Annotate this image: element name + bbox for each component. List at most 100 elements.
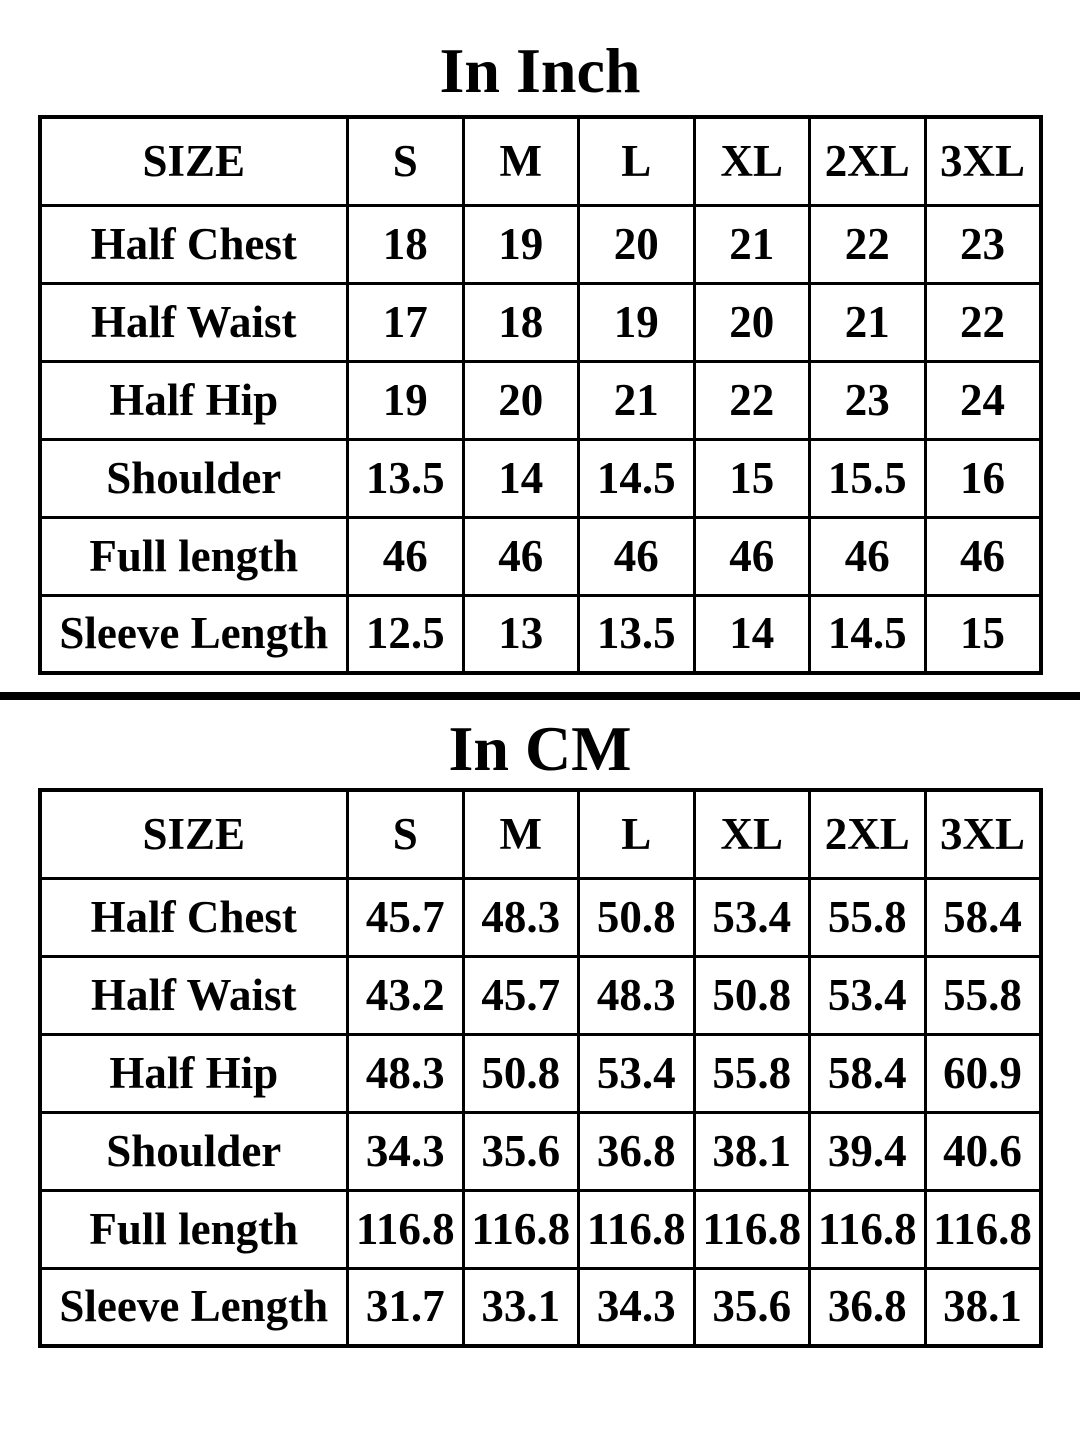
section-divider xyxy=(0,692,1080,700)
size-column-header-cell: M xyxy=(461,115,580,207)
measurement-value-cell: 116.8 xyxy=(808,1188,927,1270)
measurement-row: Half Waist 43.2 45.7 48.3 50.8 53.4 55.8 xyxy=(38,954,1042,1036)
measurement-value-cell: 38.1 xyxy=(692,1110,811,1192)
measurement-label-cell: Half Hip xyxy=(38,359,349,441)
measurement-label-cell: Half Hip xyxy=(38,1032,349,1114)
size-column-header-cell: XL xyxy=(692,115,811,207)
size-column-header-cell: S xyxy=(346,115,465,207)
measurement-label-cell: Sleeve Length xyxy=(38,1266,349,1348)
size-column-header-cell: XL xyxy=(692,788,811,880)
measurement-value-cell: 46 xyxy=(808,515,927,597)
measurement-row: Sleeve Length 31.7 33.1 34.3 35.6 36.8 38.1 xyxy=(38,1266,1042,1348)
measurement-value-cell: 31.7 xyxy=(346,1266,465,1348)
size-column-header-cell: 3XL xyxy=(923,115,1042,207)
measurement-row: Sleeve Length 12.5 13 13.5 14 14.5 15 xyxy=(38,593,1042,675)
measurement-value-cell: 116.8 xyxy=(577,1188,696,1270)
measurement-value-cell: 15.5 xyxy=(808,437,927,519)
measurement-value-cell: 34.3 xyxy=(577,1266,696,1348)
measurement-row: Half Chest 18 19 20 21 22 23 xyxy=(38,203,1042,285)
measurement-value-cell: 19 xyxy=(346,359,465,441)
measurement-value-cell: 53.4 xyxy=(577,1032,696,1114)
size-column-header-cell: S xyxy=(346,788,465,880)
measurement-value-cell: 35.6 xyxy=(692,1266,811,1348)
inch-size-table: SIZE S M L XL 2XL 3XL Half Chest 18 19 20 21 22 23 Hal… xyxy=(37,115,1043,675)
measurement-row: Full length 116.8 116.8 116.8 116.8 116.8 116.… xyxy=(38,1188,1042,1270)
measurement-label-cell: Half Chest xyxy=(38,876,349,958)
measurement-value-cell: 46 xyxy=(923,515,1042,597)
measurement-value-cell: 50.8 xyxy=(577,876,696,958)
size-column-header-cell: L xyxy=(577,115,696,207)
measurement-value-cell: 35.6 xyxy=(461,1110,580,1192)
measurement-row: Half Hip 19 20 21 22 23 24 xyxy=(38,359,1042,441)
measurement-value-cell: 48.3 xyxy=(346,1032,465,1114)
measurement-value-cell: 24 xyxy=(923,359,1042,441)
measurement-label-cell: Full length xyxy=(38,515,349,597)
measurement-value-cell: 21 xyxy=(692,203,811,285)
measurement-label-cell: Half Waist xyxy=(38,281,349,363)
measurement-value-cell: 55.8 xyxy=(923,954,1042,1036)
measurement-value-cell: 53.4 xyxy=(808,954,927,1036)
measurement-value-cell: 50.8 xyxy=(692,954,811,1036)
cm-size-table: SIZE S M L XL 2XL 3XL Half Chest 45.7 48.3 50.8 53.… xyxy=(37,788,1043,1348)
measurement-label-cell: Half Waist xyxy=(38,954,349,1036)
measurement-value-cell: 58.4 xyxy=(808,1032,927,1114)
measurement-value-cell: 13.5 xyxy=(346,437,465,519)
measurement-value-cell: 12.5 xyxy=(346,593,465,675)
inch-section-title: In Inch xyxy=(439,35,641,106)
header-row: SIZE S M L XL 2XL 3XL xyxy=(38,788,1042,880)
measurement-value-cell: 46 xyxy=(692,515,811,597)
measurement-label-cell: Full length xyxy=(38,1188,349,1270)
measurement-label-cell: Shoulder xyxy=(38,437,349,519)
measurement-row: Shoulder 34.3 35.6 36.8 38.1 39.4 40.6 xyxy=(38,1110,1042,1192)
measurement-value-cell: 20 xyxy=(461,359,580,441)
inch-section: In Inch SIZE S M L XL 2XL 3XL Half Chest 18 19 20 2… xyxy=(0,35,1080,675)
measurement-value-cell: 55.8 xyxy=(692,1032,811,1114)
measurement-value-cell: 48.3 xyxy=(461,876,580,958)
measurement-value-cell: 116.8 xyxy=(692,1188,811,1270)
measurement-value-cell: 14 xyxy=(461,437,580,519)
measurement-value-cell: 22 xyxy=(923,281,1042,363)
measurement-value-cell: 17 xyxy=(346,281,465,363)
size-column-header-cell: L xyxy=(577,788,696,880)
measurement-value-cell: 60.9 xyxy=(923,1032,1042,1114)
measurement-value-cell: 55.8 xyxy=(808,876,927,958)
measurement-value-cell: 14 xyxy=(692,593,811,675)
measurement-row: Shoulder 13.5 14 14.5 15 15.5 16 xyxy=(38,437,1042,519)
measurement-value-cell: 50.8 xyxy=(461,1032,580,1114)
measurement-value-cell: 13.5 xyxy=(577,593,696,675)
measurement-value-cell: 53.4 xyxy=(692,876,811,958)
header-row: SIZE S M L XL 2XL 3XL xyxy=(38,115,1042,207)
cm-section: In CM SIZE S M L XL 2XL 3XL Half Chest 45.7 48.3 5… xyxy=(0,717,1080,1348)
measurement-value-cell: 39.4 xyxy=(808,1110,927,1192)
measurement-value-cell: 14.5 xyxy=(577,437,696,519)
measurement-value-cell: 33.1 xyxy=(461,1266,580,1348)
measurement-value-cell: 19 xyxy=(577,281,696,363)
size-label-header-cell: SIZE xyxy=(38,788,349,880)
measurement-value-cell: 23 xyxy=(808,359,927,441)
measurement-value-cell: 46 xyxy=(346,515,465,597)
measurement-value-cell: 40.6 xyxy=(923,1110,1042,1192)
measurement-value-cell: 36.8 xyxy=(577,1110,696,1192)
measurement-value-cell: 22 xyxy=(692,359,811,441)
measurement-value-cell: 116.8 xyxy=(923,1188,1042,1270)
measurement-label-cell: Sleeve Length xyxy=(38,593,349,675)
measurement-value-cell: 45.7 xyxy=(346,876,465,958)
measurement-row: Half Chest 45.7 48.3 50.8 53.4 55.8 58.4 xyxy=(38,876,1042,958)
measurement-value-cell: 20 xyxy=(692,281,811,363)
measurement-value-cell: 20 xyxy=(577,203,696,285)
measurement-value-cell: 46 xyxy=(461,515,580,597)
measurement-value-cell: 22 xyxy=(808,203,927,285)
measurement-value-cell: 14.5 xyxy=(808,593,927,675)
measurement-row: Half Hip 48.3 50.8 53.4 55.8 58.4 60.9 xyxy=(38,1032,1042,1114)
measurement-value-cell: 46 xyxy=(577,515,696,597)
measurement-value-cell: 21 xyxy=(577,359,696,441)
measurement-label-cell: Half Chest xyxy=(38,203,349,285)
measurement-value-cell: 38.1 xyxy=(923,1266,1042,1348)
measurement-value-cell: 36.8 xyxy=(808,1266,927,1348)
measurement-value-cell: 23 xyxy=(923,203,1042,285)
measurement-value-cell: 48.3 xyxy=(577,954,696,1036)
measurement-row: Half Waist 17 18 19 20 21 22 xyxy=(38,281,1042,363)
measurement-value-cell: 16 xyxy=(923,437,1042,519)
measurement-label-cell: Shoulder xyxy=(38,1110,349,1192)
